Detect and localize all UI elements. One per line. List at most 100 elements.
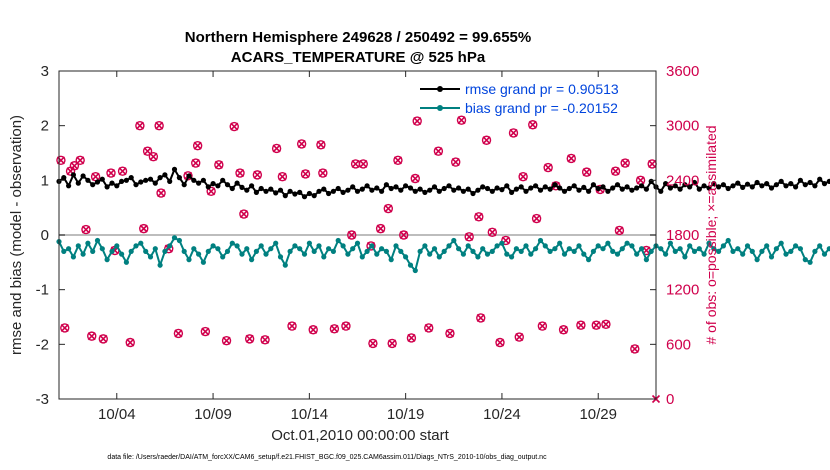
obs-possible-point <box>591 320 601 330</box>
rmse-point <box>297 189 303 195</box>
obs-assimilated-point <box>488 228 497 237</box>
rmse-point <box>200 177 206 183</box>
obs-assimilated-point <box>567 154 576 163</box>
bias-point <box>273 240 279 246</box>
bias-point <box>311 248 317 254</box>
bias-point <box>773 246 780 252</box>
bias-point <box>234 243 240 249</box>
rmse-point <box>431 184 438 190</box>
bias-point <box>759 248 765 254</box>
rmse-point <box>287 188 293 194</box>
bias-point <box>643 257 650 263</box>
obs-assimilated-point <box>149 152 158 161</box>
rmse-point <box>749 184 755 190</box>
rmse-point <box>215 183 221 189</box>
obs-assimilated-point <box>515 332 524 342</box>
rmse-point <box>398 187 404 193</box>
rmse-point <box>403 183 409 189</box>
bias-point <box>807 259 813 265</box>
obs-possible-point <box>106 168 116 178</box>
rmse-point <box>595 185 601 192</box>
obs-possible-point <box>474 212 484 222</box>
rmse-point <box>427 187 433 193</box>
obs-possible-point <box>318 168 328 178</box>
rmse-point <box>80 173 86 179</box>
rmse-point <box>542 184 548 190</box>
rmse-point <box>523 188 529 194</box>
obs-possible-point <box>69 161 80 171</box>
obs-assimilated-point <box>636 176 645 185</box>
obs-possible-point <box>464 232 474 242</box>
obs-assimilated-point <box>384 204 393 213</box>
bias-point <box>75 243 81 249</box>
obs-possible-point <box>135 120 145 131</box>
rmse-point <box>552 182 558 188</box>
x-tick-label: 10/24 <box>483 406 521 423</box>
bias-point <box>735 246 741 252</box>
y-tick-label: 3 <box>41 63 49 80</box>
obs-possible-point <box>308 325 318 335</box>
obs-assimilated-point <box>434 147 443 156</box>
bias-point <box>152 246 158 252</box>
rmse-point <box>114 183 120 189</box>
obs-possible-point <box>229 121 239 132</box>
rmse-point <box>441 185 447 192</box>
obs-possible-point <box>614 225 625 236</box>
bias-point <box>749 248 755 254</box>
legend-bias-marker <box>437 105 443 111</box>
bias-point <box>677 246 683 252</box>
obs-assimilated-point <box>245 334 254 343</box>
bias-point <box>359 254 365 260</box>
bias-point <box>292 243 298 249</box>
bias-point <box>619 246 625 252</box>
rmse-point <box>470 190 476 197</box>
obs-possible-point <box>235 168 245 178</box>
bias-point <box>162 248 168 254</box>
bias-point <box>210 243 216 249</box>
obs-assimilated-point <box>222 336 231 345</box>
rmse-point <box>451 187 457 193</box>
x-tick-label: 10/29 <box>579 406 617 423</box>
obs-assimilated-point <box>393 156 403 165</box>
bias-point <box>537 237 544 244</box>
obs-possible-point <box>156 188 166 198</box>
obs-possible-point <box>528 120 538 130</box>
bias-point <box>66 246 72 252</box>
obs-assimilated-point <box>451 158 460 167</box>
legend-rmse-marker <box>437 86 443 92</box>
obs-possible-point <box>451 157 461 167</box>
obs-assimilated-point <box>174 329 183 338</box>
rmse-point <box>735 180 741 186</box>
bias-point <box>720 243 727 249</box>
bias-point <box>783 251 789 257</box>
obs-possible-point <box>358 159 368 169</box>
bias-point <box>504 251 510 257</box>
rmse-point <box>696 186 702 192</box>
bias-point <box>581 251 587 257</box>
rmse-point <box>687 184 693 190</box>
bias-point <box>215 246 221 252</box>
y-right-tick-label: 600 <box>666 336 691 353</box>
bias-point <box>282 262 288 268</box>
obs-assimilated-point <box>413 117 422 126</box>
bias-point <box>706 240 712 246</box>
obs-assimilated-point <box>351 159 360 168</box>
obs-assimilated-point <box>297 139 306 148</box>
rmse-point <box>619 186 625 192</box>
obs-possible-point <box>206 186 216 196</box>
bias-point <box>306 240 312 246</box>
obs-assimilated-point <box>528 120 537 129</box>
obs-possible-point <box>81 224 91 235</box>
bias-point <box>639 246 645 252</box>
rmse-point <box>104 184 110 190</box>
rmse-point <box>321 186 327 192</box>
rmse-point <box>658 188 664 194</box>
rmse-point <box>821 181 828 187</box>
obs-assimilated-point <box>253 170 262 179</box>
rmse-point <box>557 185 563 191</box>
y-ticks: -3 -2 -1 0 1 2 3 <box>36 63 65 408</box>
rmse-point <box>379 188 385 194</box>
rmse-point <box>210 181 216 187</box>
rmse-point <box>475 187 481 193</box>
bias-point <box>61 248 67 254</box>
